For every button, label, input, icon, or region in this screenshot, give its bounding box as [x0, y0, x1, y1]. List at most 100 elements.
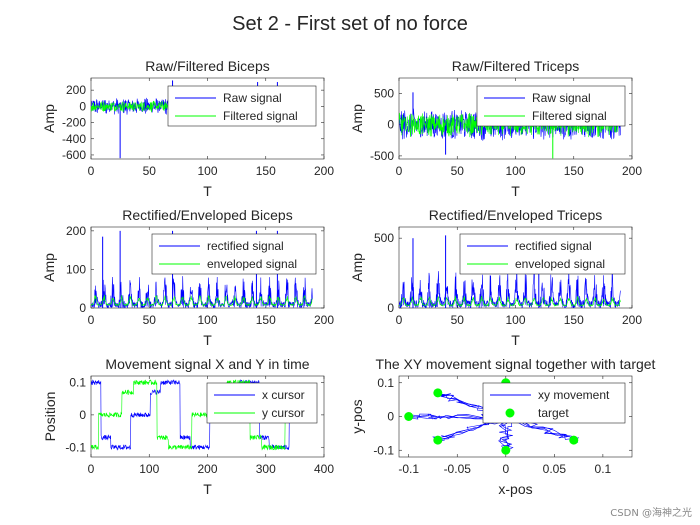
x-tick-label: 0.1: [595, 462, 612, 476]
legend-box: [167, 85, 317, 127]
y-tick-label: 0: [387, 301, 394, 315]
x-tick-label: 200: [197, 462, 217, 476]
x-axis-label: T: [203, 183, 212, 199]
legend-label: xy movement: [538, 388, 610, 402]
legend-label: Filtered signal: [532, 109, 607, 123]
x-tick-label: 100: [197, 313, 217, 327]
x-tick-label: 0.05: [543, 462, 567, 476]
chart-1: Raw/Filtered Biceps T Amp 0 50 100 150 200 -600 -…: [41, 58, 334, 199]
x-tick-label: 0: [88, 462, 95, 476]
x-tick-label: 50: [451, 164, 465, 178]
x-tick-label: 50: [451, 313, 465, 327]
x-tick-label: 0: [396, 164, 403, 178]
x-tick-label: 0: [396, 313, 403, 327]
y-tick-label: 0.1: [377, 376, 394, 390]
legend-marker: [505, 408, 515, 418]
x-tick-label: 0: [88, 164, 95, 178]
legend: Raw signal Filtered signal: [476, 85, 626, 127]
x-tick-label: 50: [143, 313, 157, 327]
y-axis-label: Amp: [349, 104, 365, 133]
y-axis-label: y-pos: [349, 399, 365, 433]
x-tick-label: -0.05: [444, 462, 472, 476]
chart-title: The XY movement signal together with tar…: [376, 356, 656, 372]
legend: rectified signal enveloped signal: [459, 233, 626, 275]
legend: xy movement target: [482, 382, 626, 424]
x-axis-label: T: [203, 332, 212, 348]
series-line-1: [399, 267, 621, 308]
y-tick-label: 500: [374, 231, 394, 245]
chart-6: The XY movement signal together with tar…: [349, 356, 656, 497]
chart-title: Raw/Filtered Biceps: [145, 58, 270, 74]
legend-box: [459, 233, 626, 275]
watermark: CSDN @海神之光: [610, 508, 692, 519]
legend-label: enveloped signal: [515, 257, 605, 271]
target-point: [404, 412, 414, 421]
legend-box: [476, 85, 626, 127]
chart-title: Movement signal X and Y in time: [105, 356, 309, 372]
legend-label: Raw signal: [223, 91, 282, 105]
chart-3: Rectified/Enveloped Biceps T Amp 0 50 100 150 2…: [41, 207, 334, 348]
x-axis-label: T: [511, 183, 520, 199]
y-axis-label: Amp: [41, 104, 57, 133]
xy-trajectory: [407, 413, 504, 420]
y-tick-label: 200: [66, 83, 86, 97]
x-tick-label: 150: [564, 313, 584, 327]
x-tick-label: 0: [502, 462, 509, 476]
y-tick-label: 0.1: [69, 375, 86, 389]
y-tick-label: 0: [387, 410, 394, 424]
legend-label: rectified signal: [207, 239, 284, 253]
chart-title: Raw/Filtered Triceps: [452, 58, 580, 74]
y-tick-label: 0: [79, 99, 86, 113]
y-tick-label: -0.1: [373, 443, 394, 457]
chart-2: Raw/Filtered Triceps T Amp 0 50 100 150 200 -500…: [349, 58, 642, 199]
y-tick-label: 500: [374, 87, 394, 101]
y-axis-label: Amp: [41, 253, 57, 282]
x-tick-label: 400: [314, 462, 334, 476]
legend: x cursor y cursor: [206, 382, 318, 424]
chart-title: Rectified/Enveloped Biceps: [122, 207, 292, 223]
target-point: [569, 435, 579, 445]
xy-trajectory: [498, 417, 513, 453]
legend-label: x cursor: [262, 388, 305, 402]
plot-series: [91, 379, 313, 451]
target-point: [501, 445, 511, 455]
y-tick-label: 0: [79, 408, 86, 422]
xy-trajectory: [411, 413, 509, 420]
x-tick-label: 300: [256, 462, 276, 476]
legend: Raw signal Filtered signal: [167, 85, 317, 127]
x-tick-label: 150: [256, 164, 276, 178]
y-tick-label: -200: [62, 116, 86, 130]
legend-box: [206, 382, 318, 424]
y-tick-label: 0: [79, 301, 86, 315]
x-tick-label: 100: [505, 313, 525, 327]
legend-box: [151, 233, 317, 275]
x-axis-label: T: [203, 481, 212, 497]
series-line-2: [399, 295, 621, 307]
legend-label: target: [538, 406, 569, 420]
chart-title: Rectified/Enveloped Triceps: [429, 207, 603, 223]
y-axis-label: Position: [42, 392, 58, 442]
legend: rectified signal enveloped signal: [151, 233, 317, 275]
x-tick-label: 100: [505, 164, 525, 178]
series-line-2: [91, 294, 313, 307]
x-tick-label: 100: [197, 164, 217, 178]
series-line-2: [91, 379, 313, 451]
y-tick-label: 0: [387, 118, 394, 132]
y-tick-label: -400: [62, 132, 86, 146]
y-tick-label: 100: [66, 262, 86, 276]
plot-series: [399, 235, 621, 308]
x-tick-label: 200: [314, 313, 334, 327]
target-point: [433, 388, 443, 398]
legend-label: y cursor: [262, 406, 305, 420]
x-tick-label: 150: [256, 313, 276, 327]
y-tick-label: -600: [62, 148, 86, 162]
chart-4: Rectified/Enveloped Triceps T Amp 0 50 100 150…: [349, 207, 642, 348]
x-tick-label: 0: [88, 313, 95, 327]
x-tick-label: 200: [314, 164, 334, 178]
legend-label: Filtered signal: [223, 109, 298, 123]
y-tick-label: -0.1: [65, 440, 86, 454]
legend-label: rectified signal: [515, 239, 592, 253]
x-tick-label: 150: [564, 164, 584, 178]
chart-5: Movement signal X and Y in time T Position…: [42, 356, 334, 497]
